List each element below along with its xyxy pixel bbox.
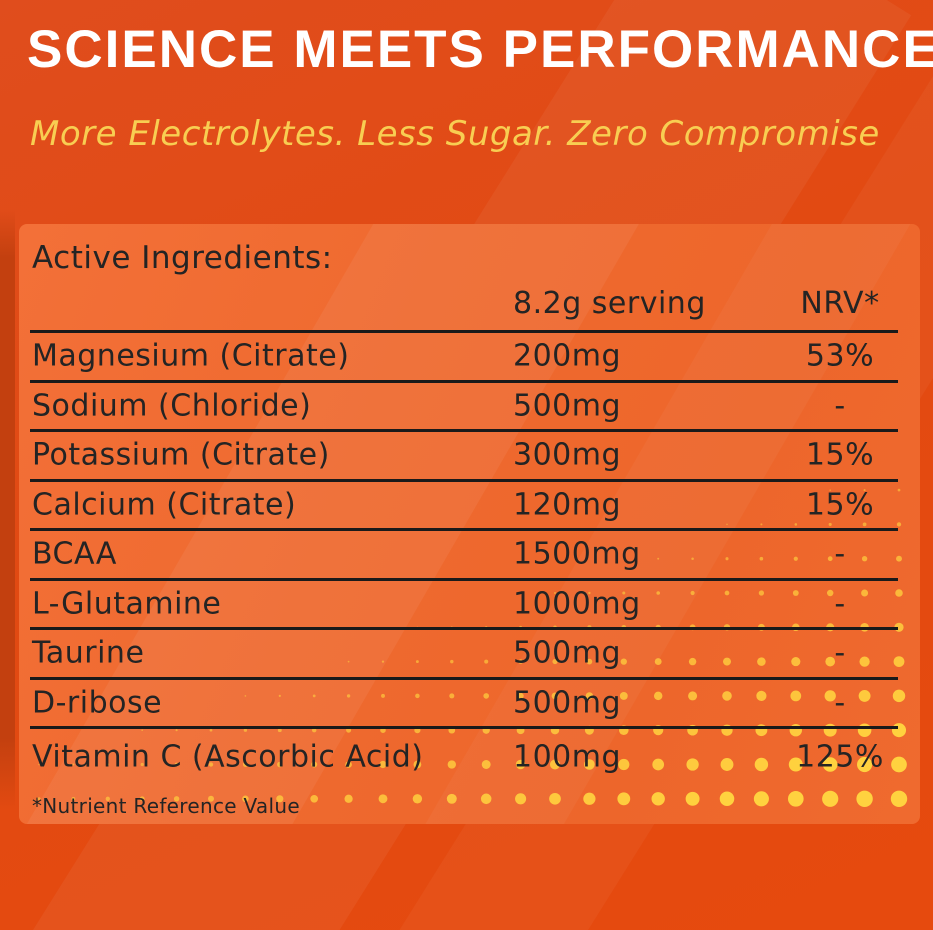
ingredient-name: L-Glutamine <box>32 586 222 622</box>
ingredient-nrv: 15% <box>805 487 875 523</box>
active-ingredients-panel: Active Ingredients: 8.2g serving NRV* Ma… <box>19 224 920 824</box>
ingredient-nrv: - <box>834 635 846 671</box>
ingredient-name: Magnesium (Citrate) <box>32 338 350 374</box>
ingredient-name: BCAA <box>32 536 117 572</box>
table-row: Calcium (Citrate) 120mg 15% <box>30 478 898 529</box>
ingredient-name: D-ribose <box>32 685 163 721</box>
ingredient-name: Potassium (Citrate) <box>32 437 330 473</box>
footnote: *Nutrient Reference Value <box>32 794 300 818</box>
ingredient-amount: 1500mg <box>513 536 641 572</box>
column-header-serving: 8.2g serving <box>513 286 706 321</box>
ingredient-nrv: - <box>834 685 846 721</box>
ingredient-nrv: - <box>834 388 846 424</box>
ingredient-amount: 500mg <box>513 388 622 424</box>
ingredient-amount: 120mg <box>513 487 622 523</box>
column-header-nrv: NRV* <box>800 286 880 321</box>
panel-heading: Active Ingredients: <box>32 240 333 276</box>
ingredient-amount: 500mg <box>513 685 622 721</box>
table-row: L-Glutamine 1000mg - <box>30 577 898 628</box>
ingredient-amount: 1000mg <box>513 586 641 622</box>
ingredients-table: Magnesium (Citrate) 200mg 53% Sodium (Ch… <box>30 330 898 784</box>
ingredient-name: Taurine <box>32 635 145 671</box>
table-row: Potassium (Citrate) 300mg 15% <box>30 429 898 479</box>
table-row: Sodium (Chloride) 500mg - <box>30 379 898 430</box>
ingredient-nrv: 125% <box>796 739 884 774</box>
page-title: SCIENCE MEETS PERFORMANCE <box>27 20 933 79</box>
table-row: D-ribose 500mg - <box>30 676 898 727</box>
page-subtitle: More Electrolytes. Less Sugar. Zero Comp… <box>30 114 880 154</box>
background-accent-strip <box>0 210 15 810</box>
ingredient-amount: 200mg <box>513 338 622 374</box>
table-row: BCAA 1500mg - <box>30 528 898 578</box>
ingredient-name: Vitamin C (Ascorbic Acid) <box>32 739 424 774</box>
ingredient-nrv: - <box>834 586 846 622</box>
table-row: Vitamin C (Ascorbic Acid) 100mg 125% <box>30 726 898 784</box>
ingredient-nrv: 15% <box>805 437 875 473</box>
ingredient-nrv: 53% <box>805 338 875 374</box>
ingredient-amount: 500mg <box>513 635 622 671</box>
ingredient-amount: 300mg <box>513 437 622 473</box>
ingredient-name: Sodium (Chloride) <box>32 388 312 424</box>
ingredient-nrv: - <box>834 536 846 572</box>
table-row: Magnesium (Citrate) 200mg 53% <box>30 330 898 380</box>
ingredient-amount: 100mg <box>513 739 622 774</box>
ingredient-name: Calcium (Citrate) <box>32 487 297 523</box>
table-row: Taurine 500mg - <box>30 627 898 677</box>
